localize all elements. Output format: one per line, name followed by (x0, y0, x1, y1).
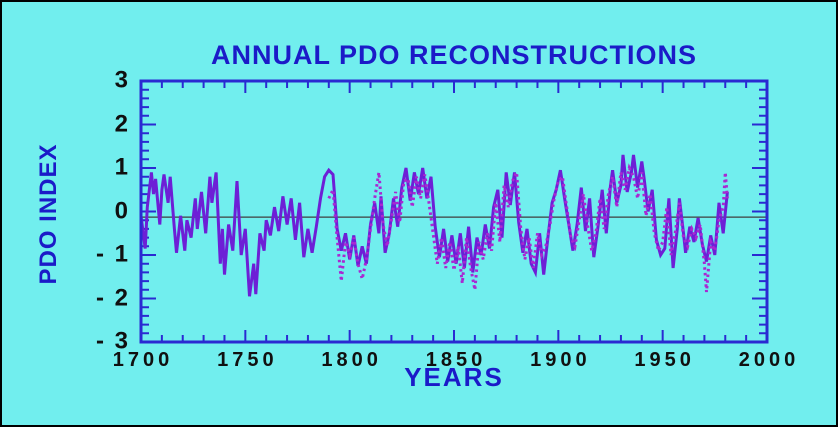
x-tick-label: 2000 (738, 349, 800, 371)
y-tick-label: - 2 (95, 283, 130, 311)
y-tick-label: 1 (114, 153, 130, 181)
series-dotted-line (327, 163, 729, 293)
x-tick-label: 1750 (217, 349, 278, 371)
chart-title: ANNUAL PDO RECONSTRUCTIONS (210, 40, 697, 70)
series-solid-line (139, 154, 729, 297)
y-tick-label: - 3 (95, 327, 130, 355)
y-tick-label: - 1 (95, 240, 130, 268)
x-tick-label: 1950 (634, 349, 695, 371)
x-tick-label: 1700 (112, 349, 174, 371)
y-tick-label: 3 (114, 66, 130, 94)
x-tick-label: 1900 (530, 349, 591, 371)
x-tick-label: 1850 (425, 349, 487, 371)
x-tick-label: 1800 (321, 349, 382, 371)
x-axis-title: YEARS (404, 362, 504, 392)
y-tick-label: 2 (114, 109, 130, 137)
axis-frame (139, 79, 769, 344)
y-tick-label: 0 (114, 196, 130, 224)
